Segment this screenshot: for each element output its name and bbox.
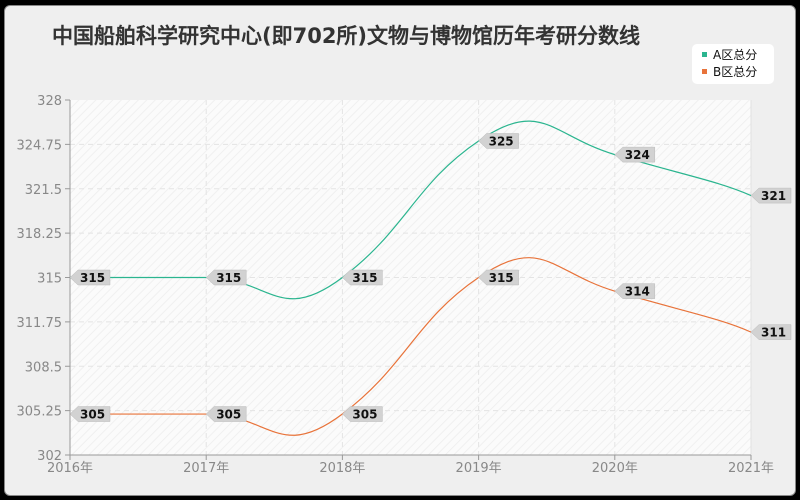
data-label-tag — [205, 269, 247, 286]
data-label-value: 305 — [216, 408, 241, 422]
x-tick-label: 2017年 — [183, 461, 229, 476]
data-label-tag — [342, 269, 383, 286]
x-tick-label: 2021年 — [728, 461, 774, 476]
legend-swatch-b-icon — [702, 69, 707, 74]
data-label-value: 311 — [761, 326, 786, 340]
data-label-tag — [614, 146, 656, 163]
y-tick-label: 315 — [37, 272, 62, 287]
y-tick-label: 308.5 — [25, 360, 62, 375]
data-label-tag — [750, 324, 792, 340]
data-label-tag — [750, 187, 792, 204]
legend-label-a: A区总分 — [713, 48, 758, 62]
data-label-tag — [478, 269, 519, 286]
y-tick-label: 305.25 — [17, 405, 63, 420]
data-label-value: 315 — [216, 271, 241, 285]
data-label-tag — [69, 406, 111, 422]
legend: A区总分 B区总分 — [692, 44, 774, 84]
data-label-tag — [205, 406, 247, 422]
data-label-value: 321 — [761, 189, 786, 203]
data-label-tag — [614, 283, 656, 299]
data-label-tag — [69, 269, 111, 286]
data-label-tag — [478, 133, 519, 149]
legend-item-a[interactable]: A区总分 — [702, 47, 757, 63]
y-tick-label: 302 — [37, 449, 62, 464]
y-tick-label: 328 — [37, 94, 62, 109]
data-label-value: 315 — [489, 271, 514, 285]
data-label-value: 314 — [625, 285, 650, 299]
data-label-tag — [342, 406, 383, 422]
data-label-value: 305 — [352, 408, 377, 422]
legend-label-b: B区总分 — [713, 65, 758, 79]
x-tick-label: 2018年 — [319, 461, 365, 476]
axes: 328 324.75 321.5 318.25 315 311.75 308.5 305.25… — [17, 94, 775, 476]
data-label-value: 324 — [625, 148, 650, 162]
data-label-value: 325 — [489, 134, 514, 148]
grid-lines — [70, 100, 752, 455]
x-tick-label: 2020年 — [592, 461, 638, 476]
legend-swatch-a-icon — [702, 52, 707, 57]
x-tick-label: 2019年 — [456, 461, 502, 476]
y-tick-label: 311.75 — [17, 316, 63, 331]
data-label-value: 315 — [352, 271, 377, 285]
data-label-value: 315 — [80, 271, 105, 285]
y-tick-label: 324.75 — [17, 138, 63, 153]
y-tick-label: 318.25 — [17, 227, 63, 242]
x-tick-label: 2016年 — [47, 461, 93, 476]
y-tick-label: 321.5 — [25, 183, 62, 198]
data-labels: 315 315 315 325 324 321 305 305 305 315 314 311 — [69, 133, 792, 422]
chart-title: 中国船舶科学研究中心(即702所)文物与博物馆历年考研分数线 — [52, 24, 641, 48]
legend-item-b[interactable]: B区总分 — [702, 64, 757, 80]
data-label-value: 305 — [80, 408, 105, 422]
